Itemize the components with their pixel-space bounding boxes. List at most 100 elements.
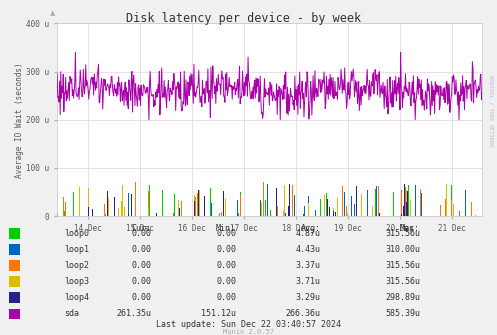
Bar — [124, 207, 125, 216]
Text: 0.00: 0.00 — [132, 245, 152, 254]
Bar — [346, 206, 347, 216]
Bar — [194, 201, 195, 216]
Text: 0.00: 0.00 — [132, 229, 152, 238]
Text: Min:: Min: — [216, 224, 236, 233]
Bar — [465, 190, 466, 216]
Text: loop2: loop2 — [65, 261, 89, 270]
Bar — [144, 190, 145, 216]
Bar — [324, 204, 325, 216]
Bar — [131, 194, 132, 216]
Text: loop0: loop0 — [65, 229, 89, 238]
Bar — [209, 206, 210, 216]
Bar — [379, 213, 380, 216]
Bar — [288, 206, 289, 216]
Bar — [210, 188, 211, 216]
Text: Cur:: Cur: — [132, 224, 152, 233]
Bar — [148, 207, 149, 216]
Text: Last update: Sun Dec 22 03:40:57 2024: Last update: Sun Dec 22 03:40:57 2024 — [156, 321, 341, 329]
Bar — [410, 200, 411, 216]
Text: 0.00: 0.00 — [216, 245, 236, 254]
Bar — [199, 190, 200, 216]
Text: 4.43u: 4.43u — [296, 245, 321, 254]
Bar — [238, 213, 239, 216]
Bar — [88, 193, 89, 216]
Bar — [73, 192, 74, 216]
Bar — [284, 185, 285, 216]
Text: ▲: ▲ — [50, 10, 56, 16]
Bar — [451, 200, 452, 216]
Bar — [451, 185, 452, 216]
Bar — [65, 202, 66, 216]
Bar — [128, 214, 129, 216]
Bar — [324, 196, 325, 216]
Bar — [361, 194, 362, 216]
Bar — [148, 191, 149, 216]
Text: 585.39u: 585.39u — [385, 310, 420, 318]
Bar — [347, 213, 348, 216]
Bar — [337, 198, 338, 216]
Bar — [326, 193, 327, 216]
Bar — [128, 193, 129, 216]
Text: loop4: loop4 — [65, 293, 89, 302]
Bar — [92, 209, 93, 216]
Text: RRDTOOL / TOBI OETIKER: RRDTOOL / TOBI OETIKER — [489, 75, 494, 146]
Bar — [378, 186, 379, 216]
Bar — [354, 204, 355, 216]
Text: 3.37u: 3.37u — [296, 261, 321, 270]
Bar — [327, 197, 328, 216]
Bar — [324, 195, 325, 216]
Bar — [83, 194, 84, 216]
Text: 315.56u: 315.56u — [385, 261, 420, 270]
Text: loop3: loop3 — [65, 277, 89, 286]
Text: Munin 2.0.57: Munin 2.0.57 — [223, 329, 274, 335]
Text: 151.12u: 151.12u — [201, 310, 236, 318]
Bar — [219, 213, 220, 216]
Text: 0.00: 0.00 — [216, 277, 236, 286]
Bar — [57, 213, 58, 216]
Bar — [174, 194, 175, 216]
Bar — [403, 206, 404, 216]
Bar — [265, 200, 266, 216]
Bar — [421, 187, 422, 216]
Bar — [237, 183, 238, 216]
Bar — [261, 212, 262, 216]
Bar — [324, 202, 325, 216]
Text: 310.00u: 310.00u — [385, 245, 420, 254]
Bar — [351, 197, 352, 216]
Bar — [198, 191, 199, 216]
Bar — [393, 192, 394, 216]
Bar — [405, 187, 406, 216]
Bar — [440, 205, 441, 216]
Bar — [445, 199, 446, 216]
Bar — [156, 213, 157, 216]
Text: 3.29u: 3.29u — [296, 293, 321, 302]
Bar — [204, 191, 205, 216]
Bar — [135, 182, 136, 216]
Bar — [122, 185, 123, 216]
Text: 4.87u: 4.87u — [296, 229, 321, 238]
Text: 0.00: 0.00 — [216, 261, 236, 270]
Text: 315.56u: 315.56u — [385, 277, 420, 286]
Bar — [108, 198, 109, 216]
Bar — [367, 190, 368, 216]
Bar — [446, 185, 447, 216]
Text: 0.00: 0.00 — [216, 293, 236, 302]
Bar — [435, 192, 436, 216]
Bar — [344, 192, 345, 216]
Bar — [446, 186, 447, 216]
Bar — [181, 201, 182, 216]
Bar — [204, 196, 205, 216]
Bar — [420, 189, 421, 216]
Text: 0.00: 0.00 — [132, 277, 152, 286]
Bar — [330, 188, 331, 216]
Text: 266.36u: 266.36u — [286, 310, 321, 318]
Bar — [249, 190, 250, 216]
Bar — [335, 212, 336, 216]
Bar — [308, 196, 309, 216]
Bar — [107, 191, 108, 216]
Bar — [194, 195, 195, 216]
Bar — [376, 186, 377, 216]
Bar — [459, 211, 460, 216]
Bar — [403, 209, 404, 216]
Y-axis label: Average IO Wait (seconds): Average IO Wait (seconds) — [14, 62, 24, 178]
